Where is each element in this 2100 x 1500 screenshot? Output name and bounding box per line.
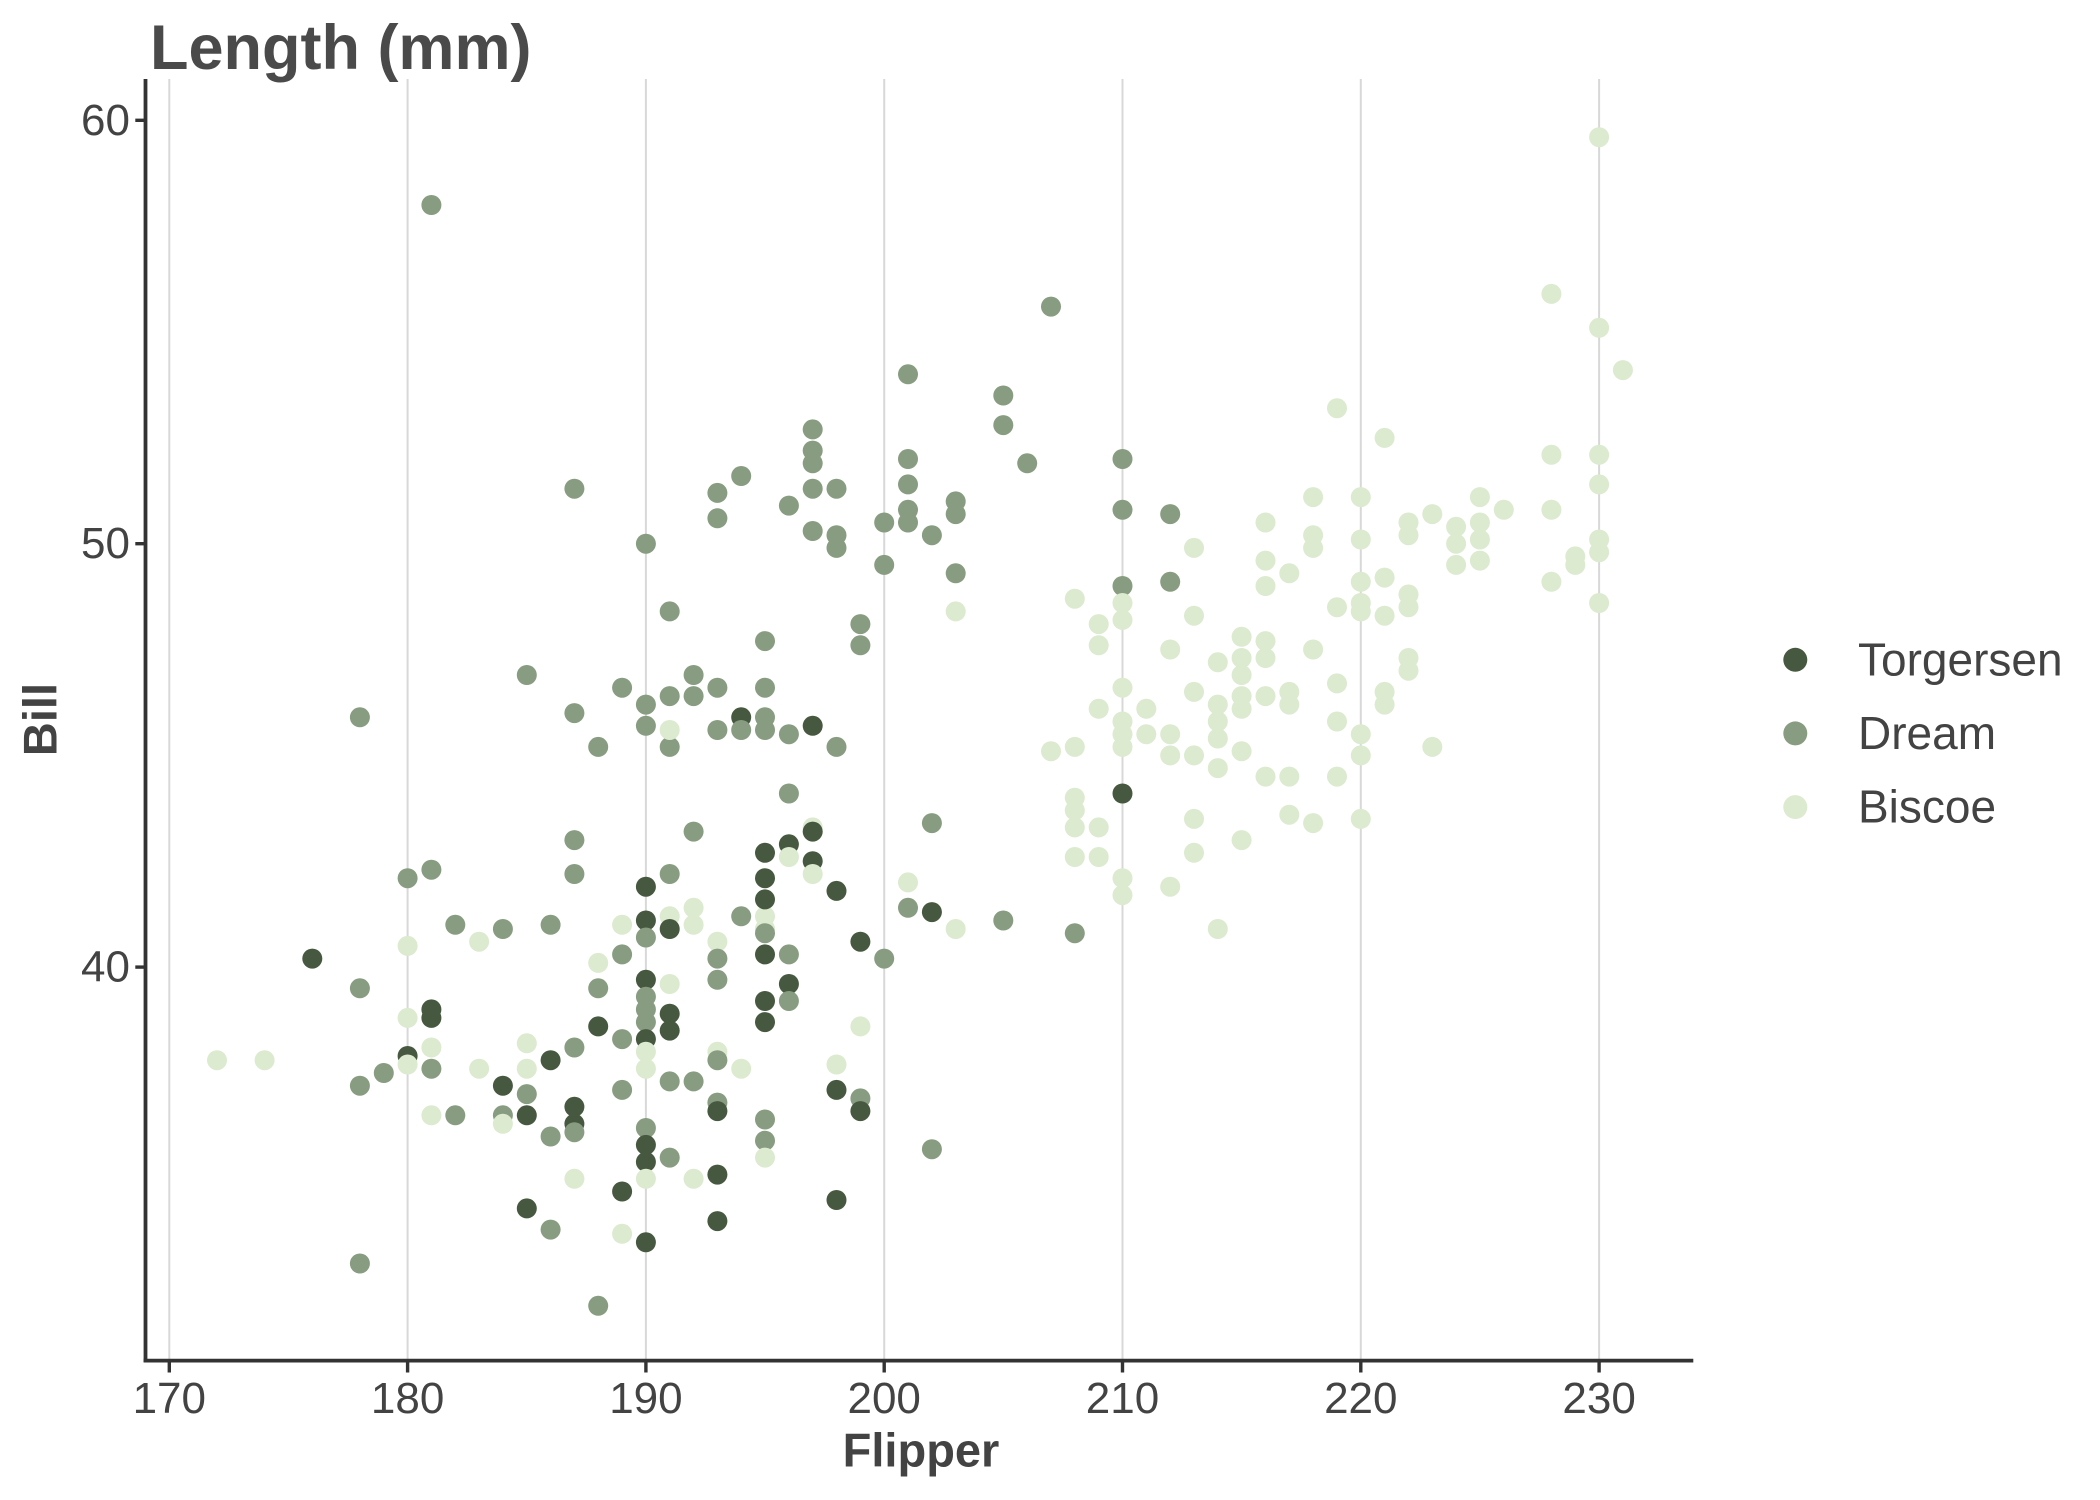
svg-text:Dream: Dream [1858, 707, 1996, 759]
svg-text:Biscoe: Biscoe [1858, 781, 1996, 833]
svg-text:50: 50 [81, 519, 130, 568]
svg-text:210: 210 [1086, 1374, 1159, 1423]
svg-text:200: 200 [847, 1374, 920, 1423]
svg-text:230: 230 [1562, 1374, 1635, 1423]
svg-text:Flipper: Flipper [843, 1424, 1000, 1477]
svg-text:170: 170 [133, 1374, 206, 1423]
svg-text:190: 190 [609, 1374, 682, 1423]
svg-text:Torgersen: Torgersen [1858, 633, 2063, 685]
svg-text:180: 180 [371, 1374, 444, 1423]
svg-text:220: 220 [1324, 1374, 1397, 1423]
svg-text:60: 60 [81, 96, 130, 145]
svg-text:40: 40 [81, 943, 130, 992]
svg-text:Length (mm): Length (mm) [150, 13, 531, 83]
svg-text:Bill: Bill [13, 683, 66, 756]
